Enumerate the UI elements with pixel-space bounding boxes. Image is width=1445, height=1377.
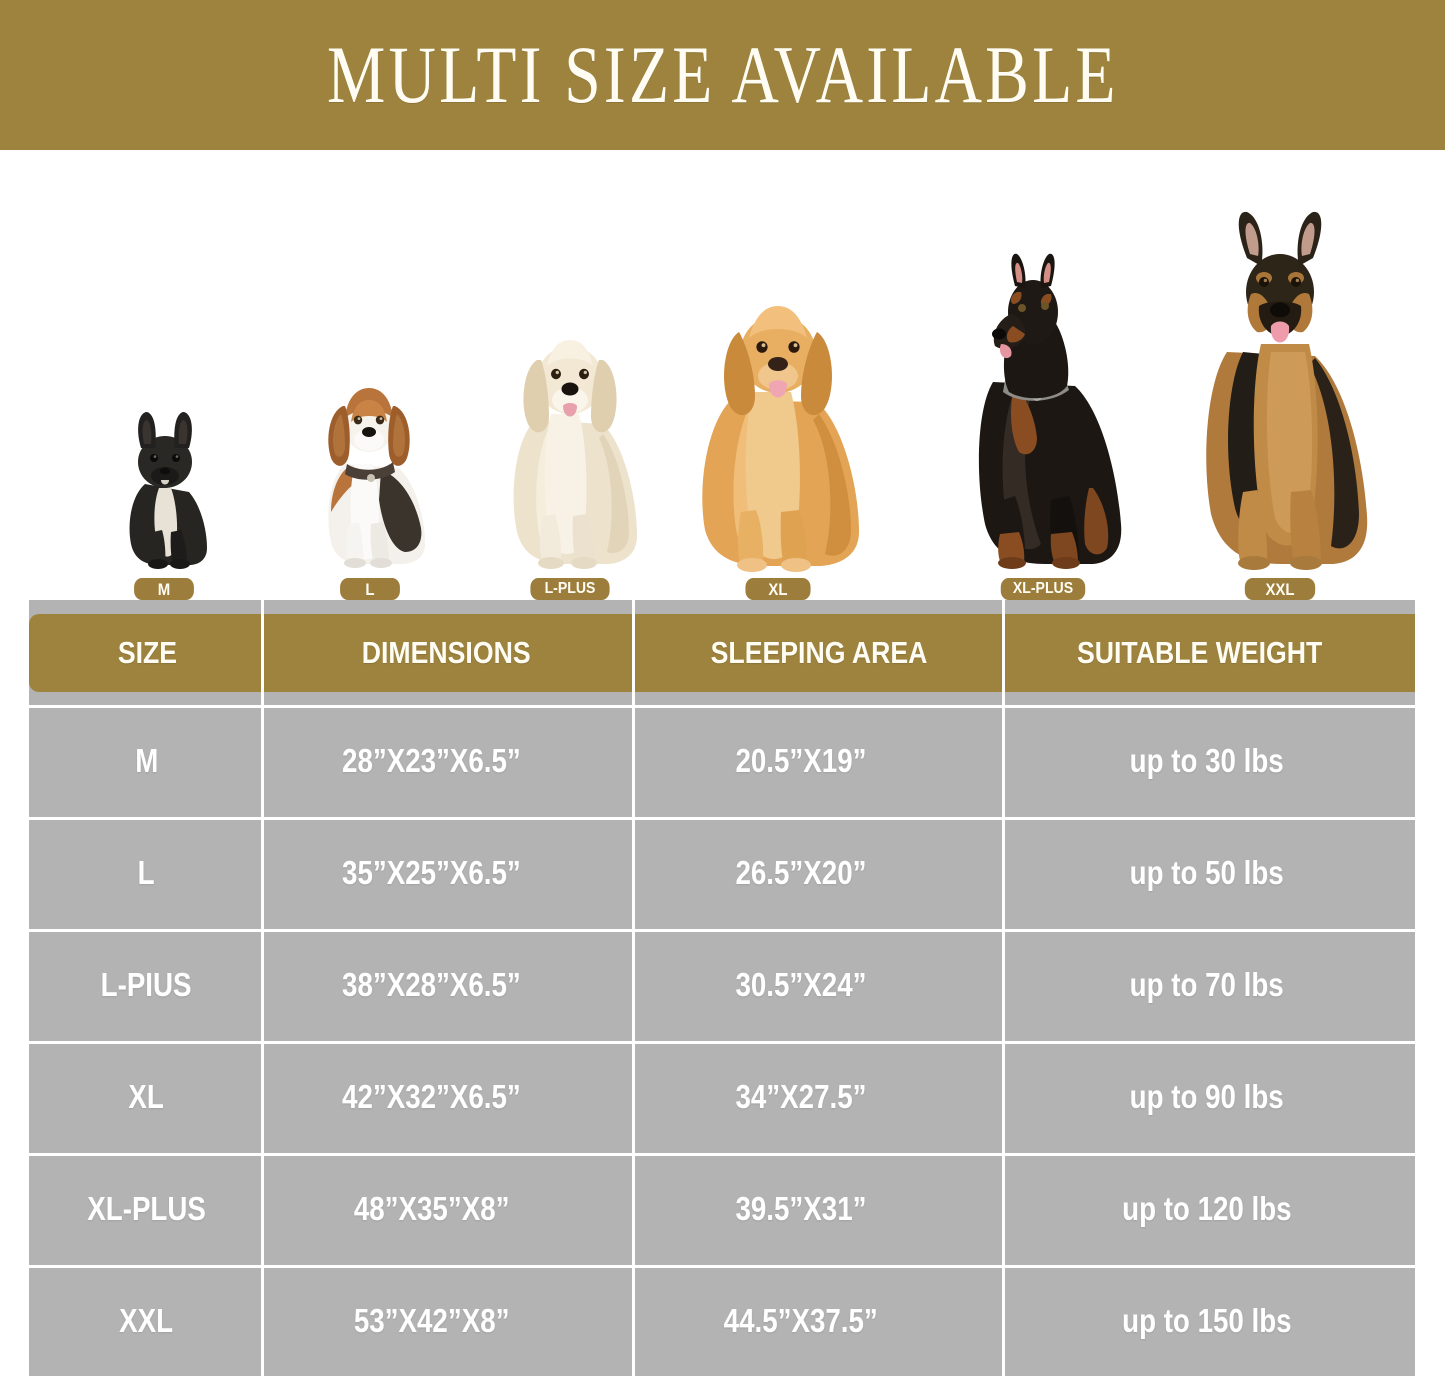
size-badge-m: M [134, 578, 194, 600]
table-row: XXL 53”X42”X8” 44.5”X37.5” up to 150 lbs [29, 1265, 1415, 1377]
cell-value: up to 70 lbs [1129, 966, 1285, 1003]
table-header-row: SIZE DIMENSIONS SLEEPING AREA SUITABLE W… [29, 600, 1415, 705]
cell-value: 42”X32”X6.5” [342, 1078, 521, 1115]
cell-value: 30.5”X24” [735, 966, 867, 1003]
golden-retriever-cream-icon [513, 340, 637, 569]
german-shepherd-icon [1206, 211, 1368, 570]
cell-sleeping-area: 26.5”X20” [635, 817, 1005, 929]
cell-size: XL [29, 1041, 264, 1153]
cell-dimensions: 28”X23”X6.5” [264, 705, 635, 817]
header-gold-band [29, 614, 1415, 692]
cell-value: L-PIUS [101, 966, 192, 1003]
size-badge-xxl: XXL [1244, 578, 1316, 600]
cell-suitable-weight: up to 30 lbs [1005, 705, 1415, 817]
doberman-icon [978, 253, 1122, 569]
french-bulldog-icon [129, 412, 207, 569]
cell-suitable-weight: up to 50 lbs [1005, 817, 1415, 929]
column-header-label: SLEEPING AREA [710, 634, 928, 670]
cell-dimensions: 35”X25”X6.5” [264, 817, 635, 929]
size-badge-label: L-PLUS [544, 580, 596, 597]
cell-dimensions: 48”X35”X8” [264, 1153, 635, 1265]
table-row: XL-PLUS 48”X35”X8” 39.5”X31” up to 120 l… [29, 1153, 1415, 1265]
dog-column-xxl: XXL [1180, 202, 1380, 600]
cell-sleeping-area: 34”X27.5” [635, 1041, 1005, 1153]
table-row: XL 42”X32”X6.5” 34”X27.5” up to 90 lbs [29, 1041, 1415, 1153]
banner-title: MULTI SIZE AVAILABLE [326, 29, 1119, 120]
dog-column-m: M [108, 392, 220, 600]
cell-dimensions: 38”X28”X6.5” [264, 929, 635, 1041]
cell-value: L [138, 854, 155, 891]
header-banner: MULTI SIZE AVAILABLE [0, 0, 1445, 150]
cell-sleeping-area: 20.5”X19” [635, 705, 1005, 817]
cell-value: 48”X35”X8” [353, 1190, 510, 1227]
cell-value: 35”X25”X6.5” [342, 854, 521, 891]
cell-size: XXL [29, 1265, 264, 1377]
table-row: M 28”X23”X6.5” 20.5”X19” up to 30 lbs [29, 705, 1415, 817]
size-badge-xl-plus: XL-PLUS [1000, 578, 1086, 600]
cell-dimensions: 42”X32”X6.5” [264, 1041, 635, 1153]
size-badge-label: L [365, 579, 375, 599]
dog-column-xl: XL [678, 272, 878, 600]
size-badge-label: M [157, 579, 171, 599]
size-badge-l-plus: L-PLUS [530, 578, 610, 600]
cell-value: 34”X27.5” [735, 1078, 867, 1115]
cell-value: 38”X28”X6.5” [342, 966, 521, 1003]
size-badge-label: XXL [1265, 579, 1295, 599]
cell-value: up to 30 lbs [1129, 742, 1285, 779]
size-badge-label: XL [768, 579, 788, 599]
cell-value: 39.5”X31” [735, 1190, 867, 1227]
cell-value: 26.5”X20” [735, 854, 867, 891]
cell-value: XXL [119, 1302, 174, 1339]
dog-column-xl-plus: XL-PLUS [952, 252, 1134, 600]
cell-suitable-weight: up to 150 lbs [1005, 1265, 1415, 1377]
cell-size: XL-PLUS [29, 1153, 264, 1265]
dog-column-l-plus: L-PLUS [490, 304, 650, 600]
table-row: L-PIUS 38”X28”X6.5” 30.5”X24” up to 70 l… [29, 929, 1415, 1041]
column-header-label: SUITABLE WEIGHT [1076, 634, 1323, 670]
cell-value: 44.5”X37.5” [723, 1302, 879, 1339]
cell-suitable-weight: up to 120 lbs [1005, 1153, 1415, 1265]
cell-dimensions: 53”X42”X8” [264, 1265, 635, 1377]
cell-value: 20.5”X19” [735, 742, 867, 779]
cell-sleeping-area: 30.5”X24” [635, 929, 1005, 1041]
table-row: L 35”X25”X6.5” 26.5”X20” up to 50 lbs [29, 817, 1415, 929]
cell-suitable-weight: up to 90 lbs [1005, 1041, 1415, 1153]
size-badge-l: L [340, 578, 400, 600]
cell-size: L-PIUS [29, 929, 264, 1041]
cell-size: M [29, 705, 264, 817]
cell-value: up to 50 lbs [1129, 854, 1285, 891]
cell-sleeping-area: 39.5”X31” [635, 1153, 1005, 1265]
dog-size-illustration-row: M [0, 150, 1445, 600]
golden-retriever-icon [702, 306, 859, 572]
cell-value: up to 90 lbs [1129, 1078, 1285, 1115]
column-header-size: SIZE [29, 600, 264, 705]
size-badge-label: XL-PLUS [1012, 580, 1074, 597]
cell-value: XL-PLUS [87, 1190, 206, 1227]
cell-value: M [134, 742, 159, 779]
column-header-label: SIZE [117, 634, 178, 670]
cell-sleeping-area: 44.5”X37.5” [635, 1265, 1005, 1377]
column-header-label: DIMENSIONS [361, 634, 531, 670]
cell-size: L [29, 817, 264, 929]
column-header-sleeping-area: SLEEPING AREA [635, 600, 1005, 705]
cell-value: XL [128, 1078, 165, 1115]
beagle-icon [328, 388, 425, 568]
cell-value: 28”X23”X6.5” [342, 742, 521, 779]
cell-value: up to 120 lbs [1122, 1190, 1292, 1227]
column-header-suitable-weight: SUITABLE WEIGHT [1005, 600, 1415, 705]
cell-value: up to 150 lbs [1122, 1302, 1292, 1339]
column-header-dimensions: DIMENSIONS [264, 600, 635, 705]
dog-column-l: L [306, 352, 434, 600]
size-chart-table: SIZE DIMENSIONS SLEEPING AREA SUITABLE W… [29, 600, 1415, 1377]
cell-value: 53”X42”X8” [353, 1302, 510, 1339]
cell-suitable-weight: up to 70 lbs [1005, 929, 1415, 1041]
size-badge-xl: XL [745, 578, 811, 600]
